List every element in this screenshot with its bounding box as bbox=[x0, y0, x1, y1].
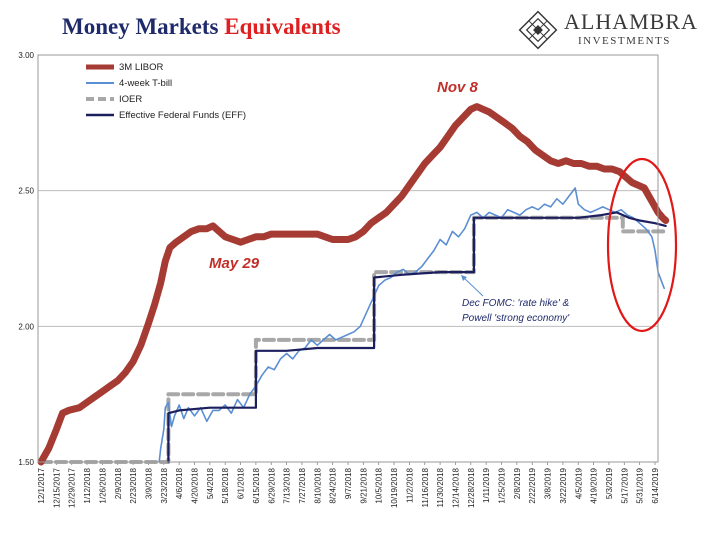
x-tick-label: 10/5/2018 bbox=[375, 467, 384, 503]
diamond-logo-icon bbox=[518, 10, 558, 50]
x-tick-label: 4/6/2018 bbox=[175, 467, 184, 499]
x-tick-label: 2/8/2019 bbox=[513, 467, 522, 499]
x-tick-label: 7/13/2018 bbox=[283, 467, 292, 503]
legend-label-ioer: IOER bbox=[119, 94, 142, 105]
annotation-fomc-line2: Powell 'strong economy' bbox=[462, 313, 570, 324]
x-tick-label: 2/22/2019 bbox=[528, 467, 537, 503]
x-tick-label: 9/7/2018 bbox=[344, 467, 353, 499]
x-tick-label: 10/19/2018 bbox=[390, 467, 399, 508]
gridlines bbox=[38, 190, 658, 327]
x-tick-label: 6/15/2018 bbox=[252, 467, 261, 503]
legend-label-libor: 3M LIBOR bbox=[119, 62, 163, 73]
x-tick-label: 2/9/2018 bbox=[114, 467, 123, 499]
series-line-eff bbox=[167, 211, 667, 464]
y-axis-tick-labels: 1.50 2.00 2.50 3.00 bbox=[18, 51, 34, 467]
x-tick-label: 1/12/2018 bbox=[83, 467, 92, 503]
legend: 3M LIBOR 4-week T-bill IOER Effective Fe… bbox=[86, 62, 246, 121]
x-tick-label: 1/26/2018 bbox=[98, 467, 107, 503]
logo-subtitle: INVESTMENTS bbox=[578, 35, 671, 47]
x-tick-label: 3/8/2019 bbox=[544, 467, 553, 499]
highlight-circle bbox=[606, 157, 678, 333]
y-tick-label: 1.50 bbox=[18, 458, 34, 467]
x-tick-label: 2/23/2018 bbox=[129, 467, 138, 503]
series-line-libor bbox=[37, 103, 670, 466]
x-tick-label: 7/27/2018 bbox=[298, 467, 307, 503]
x-tick-label: 12/14/2018 bbox=[451, 467, 460, 508]
x-tick-label: 12/29/2017 bbox=[68, 467, 77, 508]
x-tick-label: 3/9/2018 bbox=[144, 467, 153, 499]
x-tick-label: 4/20/2018 bbox=[191, 467, 200, 503]
x-tick-label: 3/23/2018 bbox=[160, 467, 169, 503]
series-line-ioer bbox=[39, 215, 668, 464]
x-tick-label: 5/18/2018 bbox=[221, 467, 230, 503]
y-tick-label: 3.00 bbox=[18, 51, 34, 60]
x-tick-label: 11/16/2018 bbox=[421, 467, 430, 507]
chart-title-main: Money Markets bbox=[62, 14, 219, 39]
x-tick-label: 11/2/2018 bbox=[405, 467, 414, 503]
x-tick-label: 12/15/2017 bbox=[52, 467, 61, 508]
logo-name: ALHAMBRA bbox=[564, 9, 698, 34]
annotation-fomc-line1: Dec FOMC: 'rate hike' & bbox=[462, 298, 570, 309]
chart-series bbox=[37, 103, 670, 466]
x-tick-label: 6/29/2018 bbox=[267, 467, 276, 503]
legend-label-tbill: 4-week T-bill bbox=[119, 78, 172, 89]
x-tick-label: 5/4/2018 bbox=[206, 467, 215, 499]
x-tick-label: 8/24/2018 bbox=[329, 467, 338, 503]
x-tick-label: 9/21/2018 bbox=[359, 467, 368, 503]
x-tick-label: 3/22/2019 bbox=[559, 467, 568, 503]
annotation-nov8: Nov 8 bbox=[437, 79, 479, 96]
x-axis-tick-labels: 12/1/2017 12/15/2017 12/29/2017 1/12/2018 1/… bbox=[37, 462, 660, 508]
y-tick-label: 2.00 bbox=[18, 322, 34, 331]
plot-border bbox=[37, 54, 659, 463]
x-tick-label: 12/28/2018 bbox=[467, 467, 476, 508]
annotation-arrow-head bbox=[461, 275, 467, 281]
alhambra-logo: ALHAMBRA INVESTMENTS bbox=[516, 8, 705, 52]
legend-label-eff: Effective Federal Funds (EFF) bbox=[119, 110, 246, 121]
x-tick-label: 5/17/2019 bbox=[620, 467, 629, 503]
chart-title-accent: Equivalents bbox=[224, 14, 341, 39]
x-tick-label: 5/31/2019 bbox=[636, 467, 645, 503]
x-tick-label: 6/1/2018 bbox=[237, 467, 246, 499]
x-tick-label: 12/1/2017 bbox=[37, 467, 46, 503]
x-tick-label: 8/10/2018 bbox=[313, 467, 322, 503]
x-tick-label: 4/19/2019 bbox=[590, 467, 599, 503]
chart-title: Money Markets Equivalents bbox=[62, 14, 341, 40]
x-tick-label: 6/14/2019 bbox=[651, 467, 660, 503]
annotation-arrow-line bbox=[462, 276, 484, 297]
series-line-tbill bbox=[158, 187, 666, 463]
annotation-may29: May 29 bbox=[209, 255, 260, 272]
y-tick-label: 2.50 bbox=[18, 187, 34, 196]
x-tick-label: 1/25/2019 bbox=[498, 467, 507, 503]
x-tick-label: 4/5/2019 bbox=[574, 467, 583, 499]
x-tick-label: 1/11/2019 bbox=[482, 467, 491, 503]
x-tick-label: 5/3/2019 bbox=[605, 467, 614, 499]
x-tick-label: 11/30/2018 bbox=[436, 467, 445, 507]
